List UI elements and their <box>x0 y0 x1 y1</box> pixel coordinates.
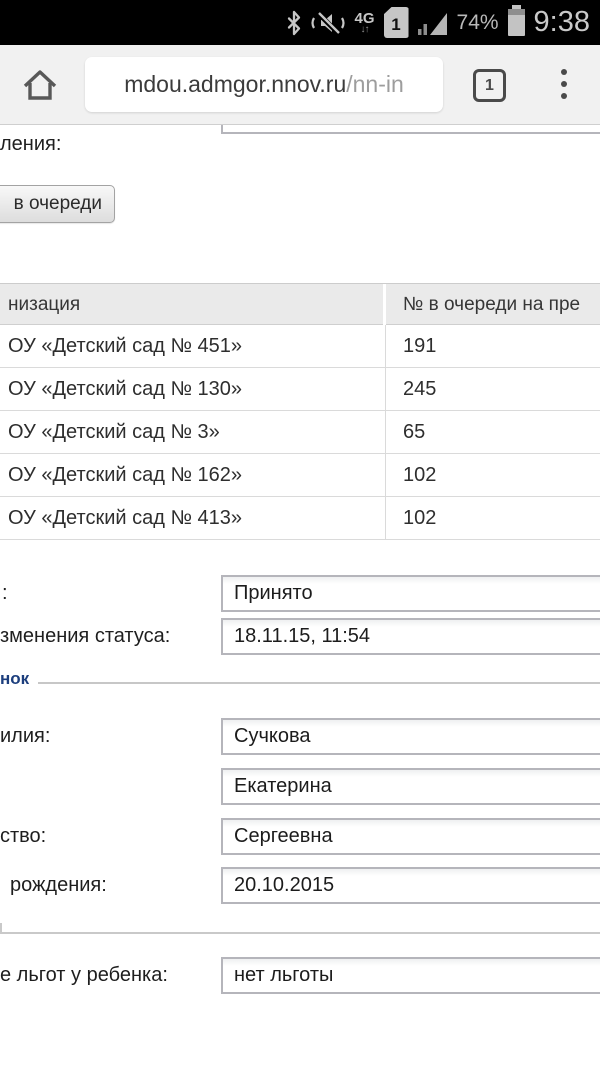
browser-toolbar: mdou.admgor.nnov.ru/nn-in 1 <box>0 45 600 125</box>
battery-icon <box>507 5 525 36</box>
benefits-input[interactable]: нет льготы <box>221 957 600 994</box>
network-4g-indicator: 4G ↓↑ <box>354 9 375 35</box>
home-button[interactable] <box>20 65 60 105</box>
queue-number-cell: 191 <box>386 325 600 368</box>
benefits-section-divider <box>0 932 600 934</box>
queue-number-cell: 102 <box>386 497 600 540</box>
sim-card-icon: 1 <box>383 7 409 38</box>
vibrate-mute-icon <box>310 10 346 36</box>
table-header-organization: низация <box>0 284 383 325</box>
table-header-row: низация № в очереди на пре <box>0 284 600 325</box>
status-date-input[interactable]: 18.11.15, 11:54 <box>221 618 600 655</box>
surname-label: илия: <box>0 725 51 747</box>
org-cell: ОУ «Детский сад № 3» <box>0 411 386 454</box>
menu-button[interactable] <box>561 69 567 99</box>
table-row: ОУ «Детский сад № 130» 245 <box>0 368 600 411</box>
section-divider <box>38 682 600 684</box>
child-section-title: нок <box>0 669 30 688</box>
firstname-input[interactable]: Екатерина <box>221 768 600 805</box>
org-cell: ОУ «Детский сад № 130» <box>0 368 386 411</box>
application-date-label: ления: <box>0 133 62 155</box>
birthdate-input[interactable]: 20.10.2015 <box>221 867 600 904</box>
url-host: mdou.admgor.nnov.ru <box>124 71 347 97</box>
page-content: ления: в очереди низация № в очереди на … <box>0 125 600 1065</box>
signal-strength-icon <box>417 10 448 36</box>
status-input[interactable]: Принято <box>221 575 600 612</box>
queue-number-cell: 245 <box>386 368 600 411</box>
queue-number-cell: 102 <box>386 454 600 497</box>
benefits-label: е льгот у ребенка: <box>0 964 168 986</box>
battery-percent: 74% <box>456 10 499 34</box>
org-cell: ОУ «Детский сад № 413» <box>0 497 386 540</box>
kindergarten-queue-table: низация № в очереди на пре ОУ «Детский с… <box>0 283 600 540</box>
url-bar[interactable]: mdou.admgor.nnov.ru/nn-in <box>85 57 443 112</box>
org-cell: ОУ «Детский сад № 451» <box>0 325 386 368</box>
overflow-menu-icon <box>561 69 567 75</box>
partial-input-top[interactable] <box>221 125 600 134</box>
url-path: /nn-in <box>346 71 404 97</box>
bluetooth-icon <box>287 10 301 36</box>
clock-time: 9:38 <box>533 6 590 38</box>
home-icon <box>23 70 57 100</box>
status-bar: 4G ↓↑ 1 74% 9:38 <box>0 0 600 45</box>
surname-input[interactable]: Сучкова <box>221 718 600 755</box>
tab-switcher-button[interactable]: 1 <box>473 69 506 102</box>
tab-count: 1 <box>485 76 494 94</box>
birthdate-label: рождения: <box>10 874 107 896</box>
table-row: ОУ «Детский сад № 451» 191 <box>0 325 600 368</box>
org-cell: ОУ «Детский сад № 162» <box>0 454 386 497</box>
check-queue-button[interactable]: в очереди <box>0 185 115 223</box>
table-header-queue-number: № в очереди на пре <box>386 284 600 325</box>
table-row: ОУ «Детский сад № 413» 102 <box>0 497 600 540</box>
benefits-section-divider-tick <box>0 923 2 934</box>
status-label: : <box>2 582 8 604</box>
queue-number-cell: 65 <box>386 411 600 454</box>
status-date-label: зменения статуса: <box>0 625 171 647</box>
patronymic-input[interactable]: Сергеевна <box>221 818 600 855</box>
table-row: ОУ «Детский сад № 3» 65 <box>0 411 600 454</box>
table-row: ОУ «Детский сад № 162» 102 <box>0 454 600 497</box>
patronymic-label: ство: <box>0 825 47 847</box>
